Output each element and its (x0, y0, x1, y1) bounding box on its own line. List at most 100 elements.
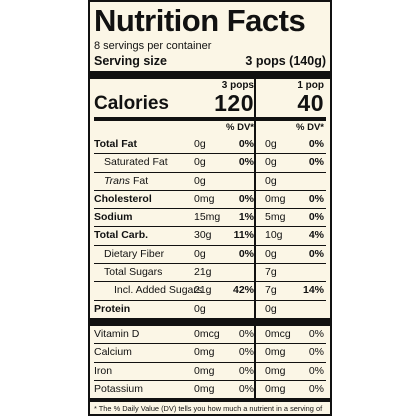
dv-header-row: % DV* % DV* (94, 117, 326, 136)
nutrient-name-italic: Trans (104, 174, 131, 187)
vitamin-pct1: 0% (238, 327, 254, 340)
nutrient-amt2: 7g (265, 266, 277, 279)
nutrient-name: Trans Fat (94, 173, 148, 190)
nutrient-amt1: 0g (194, 247, 206, 260)
nutrient-amt2: 0g (265, 247, 277, 260)
nutrient-amt2: 0mg (265, 192, 286, 205)
vitamin-table: Vitamin D 0mcg 0% 0mcg 0% Calcium 0mg 0% 0mg 0% Ir… (94, 325, 326, 399)
vitamin-amt2: 0mg (265, 346, 286, 359)
nutrient-amt1: 0g (194, 156, 206, 169)
nutrient-row: Total Sugars 21g 7g (94, 263, 326, 281)
vitamin-row: Vitamin D 0mcg 0% 0mcg 0% (94, 326, 326, 343)
vitamin-pct2: 0% (308, 382, 324, 395)
nutrient-amt1: 15mg (194, 211, 221, 224)
calories-col1: 3 pops 120 (189, 80, 254, 115)
nutrient-pct1: 0% (238, 138, 254, 150)
calories-col1-value: 120 (214, 90, 254, 116)
vitamin-name-text: Calcium (94, 346, 132, 359)
nutrient-name: Total Fat (94, 136, 137, 153)
vitamin-pct2: 0% (308, 364, 324, 377)
nutrient-amt2: 10g (265, 229, 283, 242)
nutrient-name-text: Dietary Fiber (104, 247, 165, 260)
nutrient-name-text: Saturated Fat (104, 156, 168, 169)
nutrient-name-text: Cholesterol (94, 192, 152, 205)
nutrient-amt1: 0g (194, 174, 206, 187)
vitamin-pct1: 0% (238, 364, 254, 377)
vitamin-amt1: 0mg (194, 364, 215, 377)
nutrient-name: Sodium (94, 209, 133, 226)
nutrient-name: Protein (94, 301, 130, 318)
vitamin-amt1: 0mcg (194, 327, 220, 340)
nutrient-amt2: 7g (265, 284, 277, 297)
columns-area: Calories 3 pops 120 1 pop 40 % DV* % DV*… (94, 79, 326, 318)
nutrient-amt2: 0g (265, 302, 277, 315)
column-divider-top (254, 79, 256, 318)
thick-divider (90, 71, 330, 79)
nutrient-table: Total Fat 0g 0% 0g 0% Saturated Fat 0g 0% 0g 0% Tr… (94, 136, 326, 318)
calories-col2-serving: 1 pop (297, 80, 324, 91)
footnote: * The % Daily Value (DV) tells you how m… (90, 398, 330, 414)
nutrient-amt1: 30g (194, 229, 212, 242)
vitamin-amt2: 0mcg (265, 327, 291, 340)
vitamin-name: Calcium (94, 344, 132, 361)
nutrient-row: Saturated Fat 0g 0% 0g 0% (94, 153, 326, 171)
nutrient-pct1: 42% (232, 284, 254, 297)
serving-size-label: Serving size (94, 54, 167, 68)
nutrient-amt2: 0g (265, 174, 277, 187)
nutrient-amt2: 5mg (265, 211, 286, 224)
protein-divider (90, 317, 330, 326)
serving-size-row: Serving size 3 pops (140g) (94, 53, 326, 69)
vitamin-amt2: 0mg (265, 382, 286, 395)
nutrient-name: Total Carb. (94, 227, 148, 244)
calories-col1-serving: 3 pops (221, 80, 254, 91)
nutrient-name: Cholesterol (94, 191, 152, 208)
vitamin-pct1: 0% (238, 382, 254, 395)
nutrient-name-text: Incl. Added Sugars (114, 284, 203, 297)
nutrient-amt1: 21g (194, 284, 212, 297)
calories-label: Calories (94, 93, 169, 114)
vitamin-row: Iron 0mg 0% 0mg 0% (94, 361, 326, 380)
serving-size-value: 3 pops (140g) (245, 54, 326, 68)
nutrient-pct1: 11% (233, 229, 254, 242)
nutrient-row: Dietary Fiber 0g 0% 0g 0% (94, 244, 326, 263)
nutrient-row: Trans Fat 0g 0g (94, 171, 326, 190)
nutrient-pct2: 0% (308, 247, 324, 260)
nutrient-row: Cholesterol 0mg 0% 0mg 0% (94, 189, 326, 208)
vitamin-name-text: Potassium (94, 382, 144, 395)
nutrition-facts-label: Nutrition Facts 8 servings per container… (88, 0, 332, 416)
vitamin-row: Calcium 0mg 0% 0mg 0% (94, 343, 326, 361)
nutrient-name-text: Fat (130, 174, 149, 187)
nutrient-name-text: Total Fat (94, 138, 137, 150)
vitamin-pct2: 0% (308, 327, 324, 340)
vitamin-amt1: 0mg (194, 382, 215, 395)
nutrient-amt1: 21g (194, 266, 212, 279)
nutrient-pct2: 0% (308, 211, 324, 224)
nutrient-pct2: 0% (308, 138, 324, 150)
vitamin-amt1: 0mg (194, 346, 215, 359)
nutrient-name-text: Protein (94, 302, 131, 315)
vitamin-amt2: 0mg (265, 364, 286, 377)
nutrient-name-text: Total Sugars (104, 266, 163, 279)
calories-col2-value: 40 (297, 90, 324, 116)
nutrient-pct1: 1% (238, 211, 254, 224)
nutrient-name: Saturated Fat (94, 154, 168, 171)
vitamin-row: Potassium 0mg 0% 0mg 0% (94, 379, 326, 398)
nutrient-name: Dietary Fiber (94, 246, 164, 263)
vitamin-pct1: 0% (238, 346, 254, 359)
nutrient-amt1: 0g (194, 302, 206, 315)
vitamin-name-text: Iron (94, 364, 113, 377)
nutrient-row: Total Fat 0g 0% 0g 0% (94, 136, 326, 153)
nutrient-name: Incl. Added Sugars (94, 282, 202, 299)
nutrient-row: Incl. Added Sugars 21g 42% 7g 14% (94, 281, 326, 299)
dv-header-col1: % DV* (226, 122, 254, 133)
nutrient-pct1: 0% (238, 192, 254, 205)
nutrient-name-text: Total Carb. (94, 229, 149, 242)
vitamin-name: Iron (94, 363, 112, 380)
vitamin-name-text: Vitamin D (94, 327, 140, 340)
nutrient-amt2: 0g (265, 156, 277, 169)
dv-header-col2: % DV* (296, 122, 324, 133)
vitamin-name: Potassium (94, 381, 143, 398)
nutrient-pct2: 4% (308, 229, 324, 242)
vitamin-pct2: 0% (308, 346, 324, 359)
nutrient-name-text: Sodium (94, 211, 133, 224)
